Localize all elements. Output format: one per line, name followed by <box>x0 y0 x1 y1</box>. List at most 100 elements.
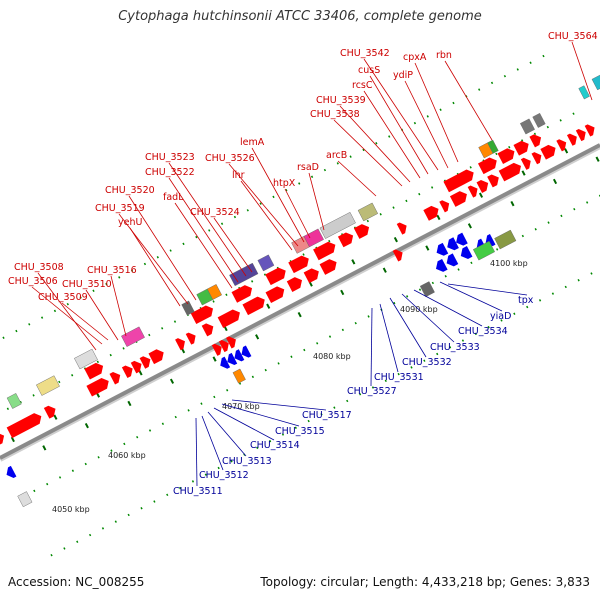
gene-label-top: CHU_3538 <box>310 109 360 120</box>
leader-line <box>228 163 299 247</box>
major-tick <box>436 214 441 221</box>
leader-line <box>174 202 233 289</box>
forward-gene <box>353 224 370 239</box>
features-layer <box>0 73 600 508</box>
major-tick <box>552 178 558 185</box>
feature-box-green <box>472 240 495 261</box>
feature-box-dark <box>181 300 195 316</box>
reverse-gene <box>436 242 449 256</box>
gene-label-top: CHU_3526 <box>205 153 255 164</box>
major-tick <box>10 436 15 443</box>
leader-line <box>207 411 247 457</box>
leader-line <box>231 399 327 411</box>
gene-label-top: CHU_3508 <box>14 262 64 273</box>
major-tick <box>212 356 217 362</box>
leader-line <box>85 289 119 341</box>
feature-box-green <box>6 393 22 409</box>
backbone-line <box>0 143 600 460</box>
gene-label-top: rbn <box>436 50 452 61</box>
leader-line <box>413 289 483 327</box>
gene-label-top: CHU_3516 <box>87 265 137 276</box>
forward-gene <box>6 413 42 439</box>
leader-line <box>444 60 493 141</box>
genome-title: Cytophaga hutchinsonii ATCC 33406, compl… <box>118 9 482 24</box>
gene-label-bottom: CHU_3527 <box>347 386 397 397</box>
major-tick <box>564 148 569 154</box>
leader-line <box>447 283 528 296</box>
forward-gene <box>43 405 56 419</box>
leader-line <box>363 90 421 179</box>
backbone-layer <box>0 143 600 462</box>
leader-line <box>404 80 449 169</box>
leader-line <box>168 177 239 283</box>
reverse-gene <box>456 232 468 246</box>
gene-label-bottom: yiaD <box>490 311 511 322</box>
feature-box-yellow <box>36 375 60 396</box>
feature-box-magenta <box>303 228 324 248</box>
forward-gene <box>584 124 595 137</box>
forward-gene <box>476 180 489 193</box>
genome-summary: Topology: circular; Length: 4,433,218 bp… <box>260 575 590 589</box>
major-tick <box>425 245 430 251</box>
gene-label-bottom: CHU_3532 <box>402 357 452 368</box>
feature-box-gray <box>17 491 33 508</box>
leader-line <box>333 119 403 187</box>
forward-gene <box>84 362 104 380</box>
gene-label-bottom: tpx <box>518 295 534 306</box>
feature-box-cyan <box>591 73 600 91</box>
major-tick <box>393 236 398 243</box>
reverse-gene <box>435 258 448 272</box>
forward-gene <box>185 332 196 345</box>
gene-label-top: CHU_3510 <box>62 279 112 290</box>
leader-line <box>284 188 311 239</box>
reverse-gene <box>446 253 459 267</box>
forward-gene <box>540 144 556 160</box>
forward-gene <box>286 277 302 292</box>
feature-box-gray <box>74 348 98 370</box>
feature-box-gray <box>319 211 356 239</box>
forward-gene <box>231 285 253 303</box>
forward-gene <box>449 191 467 207</box>
major-tick <box>521 170 526 176</box>
forward-gene <box>217 309 240 329</box>
gene-label-bottom: CHU_3513 <box>222 456 272 467</box>
forward-gene <box>313 241 336 261</box>
forward-gene <box>211 343 222 356</box>
forward-gene <box>109 371 121 385</box>
feature-box-purple <box>229 262 259 287</box>
leader-line <box>571 41 593 101</box>
forward-gene <box>529 134 542 148</box>
forward-gene <box>121 365 133 378</box>
major-tick <box>382 267 387 273</box>
forward-gene <box>265 286 285 304</box>
feature-box-dark <box>419 281 435 298</box>
gene-label-bottom: CHU_3517 <box>302 410 352 421</box>
gene-label-top: CHU_3542 <box>340 48 390 59</box>
gene-label-top: CHU_3519 <box>95 203 145 214</box>
gene-label-top: yehU <box>118 217 142 228</box>
forward-gene <box>566 133 577 146</box>
leader-line <box>401 293 455 343</box>
leader-line <box>195 417 198 487</box>
major-tick <box>53 414 58 420</box>
gene-label-bottom: CHU_3515 <box>275 426 325 437</box>
gene-label-top: CHU_3539 <box>316 95 366 106</box>
major-tick <box>266 303 271 309</box>
major-tick <box>510 200 515 207</box>
kbp-label: 4060 kbp <box>108 451 146 460</box>
leader-line <box>118 213 189 305</box>
gene-label-top: fadL <box>163 192 184 203</box>
forward-gene <box>497 148 515 164</box>
gene-label-bottom: CHU_3511 <box>173 486 223 497</box>
forward-gene <box>396 222 407 235</box>
accession-text: Accession: NC_008255 <box>8 575 145 589</box>
forward-gene <box>288 255 309 274</box>
major-tick <box>255 334 260 340</box>
feature-box-orange <box>232 368 246 384</box>
forward-gene <box>520 157 531 170</box>
leader-line <box>363 58 439 171</box>
forward-gene <box>265 267 286 286</box>
kbp-label: 4070 kbp <box>222 402 260 411</box>
gene-label-bottom: CHU_3533 <box>430 342 480 353</box>
